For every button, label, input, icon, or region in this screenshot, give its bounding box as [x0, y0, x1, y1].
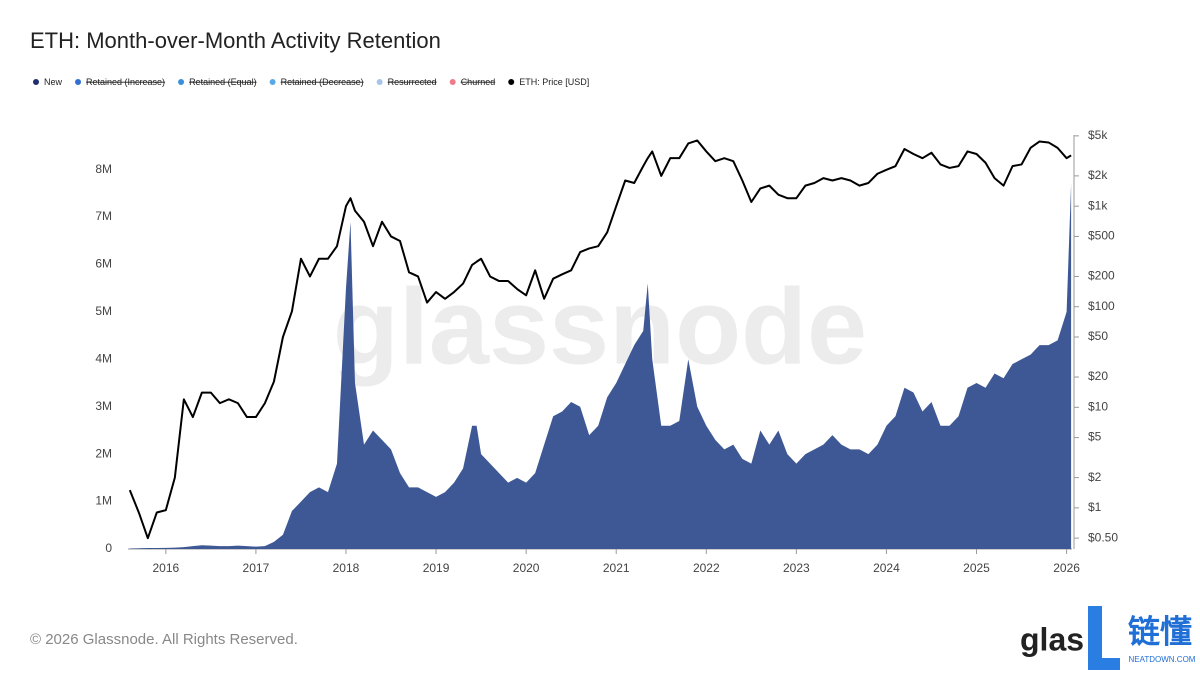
- watermark: glassnode: [333, 266, 867, 387]
- y2-tick-label: $1k: [1088, 198, 1108, 212]
- y2-tick-label: $50: [1088, 329, 1108, 343]
- legend-label: Retained (Decrease): [281, 77, 364, 87]
- x-tick-label: 2026: [1053, 561, 1080, 575]
- price-line: [128, 139, 1072, 540]
- y2-tick-label: $10: [1088, 399, 1108, 413]
- legend-marker: [269, 79, 276, 85]
- y-tick-label: 1M: [95, 494, 112, 508]
- legend-label: Retained (Equal): [189, 77, 257, 87]
- legend-marker: [449, 79, 456, 85]
- y2-tick-label: $2: [1088, 470, 1102, 484]
- y2-tick-label: $100: [1088, 299, 1115, 313]
- x-tick-label: 2022: [693, 561, 720, 575]
- legend-label: Retained (Increase): [86, 77, 165, 87]
- legend-marker: [33, 79, 39, 85]
- y2-tick-label: $2k: [1088, 168, 1108, 182]
- badge: 链懂: [1128, 613, 1192, 649]
- x-tick-label: 2024: [873, 561, 900, 575]
- y2-tick-label: $500: [1088, 229, 1115, 243]
- legend-label: Resurrected: [388, 77, 437, 87]
- y2-tick-label: $20: [1088, 369, 1108, 383]
- legend-label: Churned: [461, 77, 496, 87]
- chart-title: ETH: Month-over-Month Activity Retention: [30, 28, 441, 53]
- y-tick-label: 0: [105, 541, 112, 555]
- y-tick-label: 3M: [95, 399, 112, 413]
- y-tick-label: 5M: [95, 304, 112, 318]
- x-tick-label: 2017: [243, 561, 270, 575]
- y-tick-label: 7M: [95, 209, 112, 223]
- y2-tick-label: $1: [1088, 500, 1102, 514]
- legend-marker: [75, 79, 82, 85]
- badge-sub: NEATDOWN.COM: [1129, 655, 1196, 664]
- legend-marker: [376, 79, 383, 85]
- y2-tick-label: $0.50: [1088, 530, 1118, 544]
- y-tick-label: 4M: [95, 351, 112, 365]
- area: [129, 183, 1072, 549]
- x-tick-label: 2020: [513, 561, 540, 575]
- x-tick-label: 2019: [423, 561, 450, 575]
- y-tick-label: 6M: [95, 257, 112, 271]
- y2-tick-label: $200: [1088, 269, 1115, 283]
- y-tick-label: 8M: [95, 162, 112, 176]
- y-tick-label: 2M: [95, 446, 112, 460]
- logo: glas: [1020, 621, 1084, 657]
- copyright: © 2026 Glassnode. All Rights Reserved.: [30, 631, 298, 648]
- x-tick-label: 2025: [963, 561, 990, 575]
- legend-marker: [178, 79, 185, 85]
- logo-mark: [1088, 606, 1120, 670]
- y2-tick-label: $5: [1088, 430, 1102, 444]
- x-tick-label: 2016: [152, 561, 179, 575]
- legend-marker: [508, 79, 515, 85]
- legend-label: ETH: Price [USD]: [519, 77, 589, 87]
- x-tick-label: 2021: [603, 561, 630, 575]
- x-tick-label: 2018: [333, 561, 360, 575]
- legend-label: New: [44, 77, 63, 87]
- x-tick-label: 2023: [783, 561, 810, 575]
- y2-tick-label: $5k: [1088, 128, 1108, 142]
